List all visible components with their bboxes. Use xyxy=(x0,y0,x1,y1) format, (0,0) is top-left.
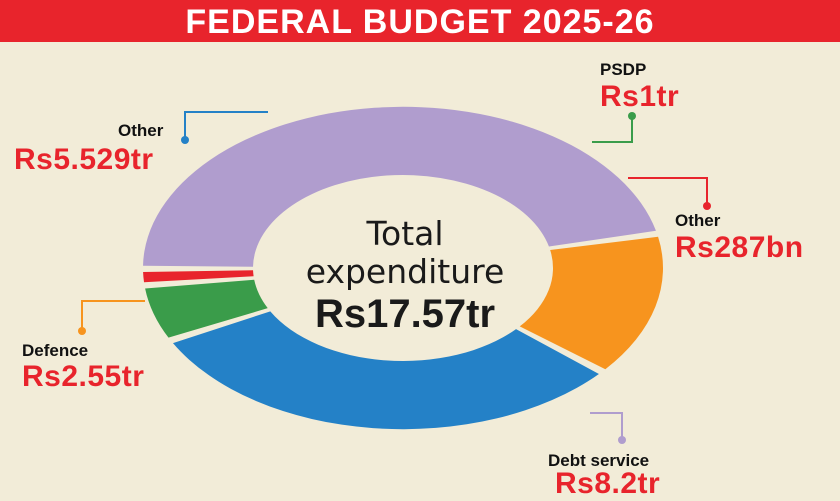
leader-debt-dot xyxy=(618,436,626,444)
slice-other xyxy=(172,311,599,430)
label-defence-name: Defence xyxy=(22,341,89,360)
leader-debt xyxy=(590,412,623,440)
center-label: Total expenditure Rs17.57tr xyxy=(270,215,540,337)
leader-other-small-dot xyxy=(703,202,711,210)
leader-other xyxy=(184,111,268,140)
label-other-value: Rs5.529tr xyxy=(14,143,154,176)
slice-debt-service xyxy=(143,106,656,267)
leader-other-dot xyxy=(181,136,189,144)
label-debt-name: Debt service xyxy=(548,451,650,470)
banner-title: FEDERAL BUDGET 2025-26 xyxy=(0,0,840,42)
label-other-small-name: Other xyxy=(675,211,721,230)
slice-other-small xyxy=(143,270,254,283)
leader-psdp xyxy=(592,116,633,143)
label-defence-value: Rs2.55tr xyxy=(22,360,145,393)
label-other-small-value: Rs287bn xyxy=(675,231,804,264)
label-debt-value: Rs8.2tr xyxy=(555,467,661,500)
leader-defence-dot xyxy=(78,327,86,335)
center-line-total: Total xyxy=(366,214,444,253)
donut-hole xyxy=(255,176,551,360)
center-total-value: Rs17.57tr xyxy=(314,292,496,336)
label-psdp-name: PSDP xyxy=(600,60,647,79)
leader-defence xyxy=(81,300,145,331)
leader-other-small xyxy=(628,177,708,206)
leader-psdp-dot xyxy=(628,112,636,120)
center-line-expenditure: expenditure xyxy=(305,252,505,291)
label-other-name: Other xyxy=(118,121,164,140)
label-psdp-value: Rs1tr xyxy=(600,80,680,113)
slice-defence xyxy=(519,236,663,370)
slice-psdp xyxy=(145,279,268,338)
